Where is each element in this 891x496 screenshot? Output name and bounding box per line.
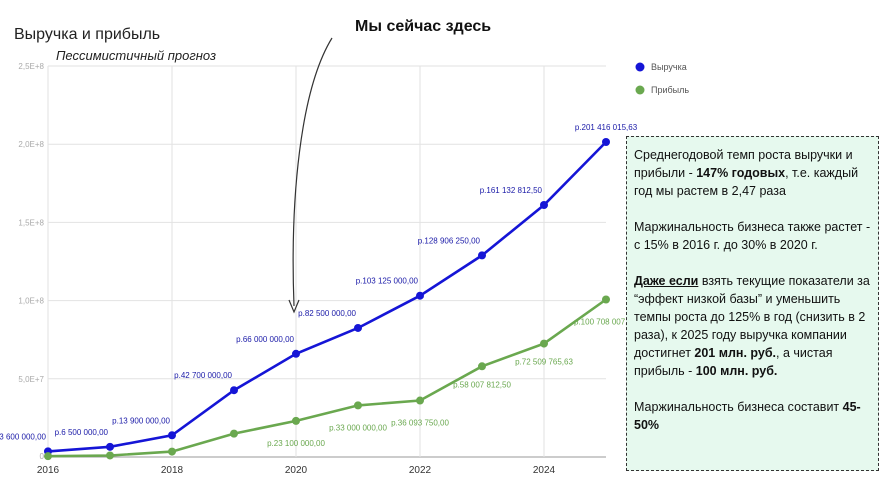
data-point bbox=[354, 323, 362, 332]
legend-marker bbox=[635, 62, 645, 72]
data-point bbox=[106, 442, 114, 451]
data-label-revenue: р.201 416 015,63 bbox=[575, 123, 638, 132]
data-point bbox=[478, 251, 486, 260]
note-margin: Маржинальность бизнеса также растет - с … bbox=[634, 218, 872, 254]
y-tick-label: 1,5E+8 bbox=[18, 218, 44, 227]
note-text: Среднегодовой темп роста выручки и прибы… bbox=[634, 148, 853, 180]
note-text: Маржинальность бизнеса также растет - с … bbox=[634, 220, 871, 252]
data-label-profit: р.58 007 812,50 bbox=[453, 380, 511, 389]
x-tick-label: 2016 bbox=[37, 465, 60, 476]
series-line-profit bbox=[47, 298, 607, 458]
data-point bbox=[230, 386, 238, 395]
data-point bbox=[168, 447, 176, 456]
data-label-revenue: р.103 125 000,00 bbox=[356, 277, 419, 286]
data-label-revenue: р.42 700 000,00 bbox=[174, 371, 232, 380]
note-emphasis: 147% годовых bbox=[696, 166, 786, 180]
y-tick-label: 2,5E+8 bbox=[18, 62, 44, 71]
legend-marker bbox=[635, 85, 645, 95]
annotation-arrow bbox=[292, 37, 333, 307]
data-point bbox=[540, 339, 548, 348]
data-label-profit: р.33 000 000,00 bbox=[329, 423, 387, 432]
note-text: взять текущие показатели за “эффект низк… bbox=[634, 274, 870, 360]
data-label-revenue: р.13 900 000,00 bbox=[112, 416, 170, 425]
data-point bbox=[416, 396, 424, 405]
data-point bbox=[44, 452, 52, 461]
data-label-revenue: р.3 600 000,00 bbox=[0, 432, 47, 441]
note-emphasis: 100 млн. руб. bbox=[695, 364, 778, 378]
y-tick-label: 1,0E+8 bbox=[18, 297, 44, 306]
x-tick-label: 2018 bbox=[161, 465, 184, 476]
annotation-text: Мы сейчас здесь bbox=[355, 18, 491, 35]
data-point bbox=[416, 291, 424, 300]
data-labels: р.3 600 000,00 р.6 500 000,00р.13 900 000… bbox=[0, 123, 638, 448]
x-tick-label: 2024 bbox=[533, 465, 556, 476]
note-text: , т.е. каждый год мы растем в 2,47 раза bbox=[634, 166, 859, 198]
y-axis: 0 5,0E+7 1,0E+8 1,5E+8 2,0E+8 2,5E+8 bbox=[18, 62, 44, 461]
note-emphasis: 45-50% bbox=[634, 400, 861, 432]
legend: Выручка Прибыль bbox=[635, 62, 689, 95]
data-label-revenue: р.161 132 812,50 bbox=[480, 186, 543, 195]
data-label-profit: р.100 708 007,81 bbox=[574, 317, 637, 326]
legend-label: Прибыль bbox=[651, 85, 689, 95]
note-text: Маржинальность бизнеса составит bbox=[634, 400, 843, 414]
x-tick-label: 2022 bbox=[409, 465, 432, 476]
info-note: Среднегодовой темп роста выручки и прибы… bbox=[626, 136, 879, 471]
data-point bbox=[354, 401, 362, 410]
annotation-arrowhead bbox=[288, 299, 300, 314]
data-point bbox=[602, 295, 610, 304]
chart-subtitle: Пессимистичный прогноз bbox=[56, 48, 216, 63]
data-label-revenue: р.6 500 000,00 bbox=[55, 428, 109, 437]
data-label-profit: р.72 509 765,63 bbox=[515, 358, 573, 367]
data-point bbox=[292, 416, 300, 425]
data-point bbox=[478, 362, 486, 371]
y-tick-label: 0 bbox=[40, 452, 45, 461]
chart-title: Выручка и прибыль bbox=[14, 26, 160, 43]
data-point bbox=[106, 451, 114, 460]
data-point bbox=[292, 349, 300, 358]
note-forecast: Даже если взять текущие показатели за “э… bbox=[634, 272, 872, 380]
grid bbox=[47, 65, 606, 458]
series-layer bbox=[44, 137, 610, 461]
x-axis: 2016 2018 2020 2022 2024 bbox=[37, 465, 556, 476]
note-emphasis: 201 млн. руб. bbox=[694, 346, 777, 360]
data-point bbox=[168, 431, 176, 440]
data-point bbox=[230, 429, 238, 438]
series-line-revenue bbox=[47, 141, 607, 453]
data-label-profit: р.36 093 750,00 bbox=[391, 419, 449, 428]
note-growth: Среднегодовой темп роста выручки и прибы… bbox=[634, 146, 872, 200]
note-text: , а чистая прибыль - bbox=[634, 346, 833, 378]
note-emphasis: Даже если bbox=[634, 274, 699, 288]
data-label-revenue: р.128 906 250,00 bbox=[418, 236, 481, 245]
data-label-revenue: р.82 500 000,00 bbox=[298, 309, 356, 318]
data-label-profit: р.23 100 000,00 bbox=[267, 439, 325, 448]
data-point bbox=[602, 137, 610, 146]
y-tick-label: 2,0E+8 bbox=[18, 140, 44, 149]
x-tick-label: 2020 bbox=[285, 465, 308, 476]
data-point bbox=[540, 200, 548, 209]
annotation: Мы сейчас здесь bbox=[288, 18, 491, 314]
legend-label: Выручка bbox=[651, 62, 687, 72]
data-label-revenue: р.66 000 000,00 bbox=[236, 335, 294, 344]
y-tick-label: 5,0E+7 bbox=[18, 375, 44, 384]
note-future-margin: Маржинальность бизнеса составит 45-50% bbox=[634, 398, 872, 434]
